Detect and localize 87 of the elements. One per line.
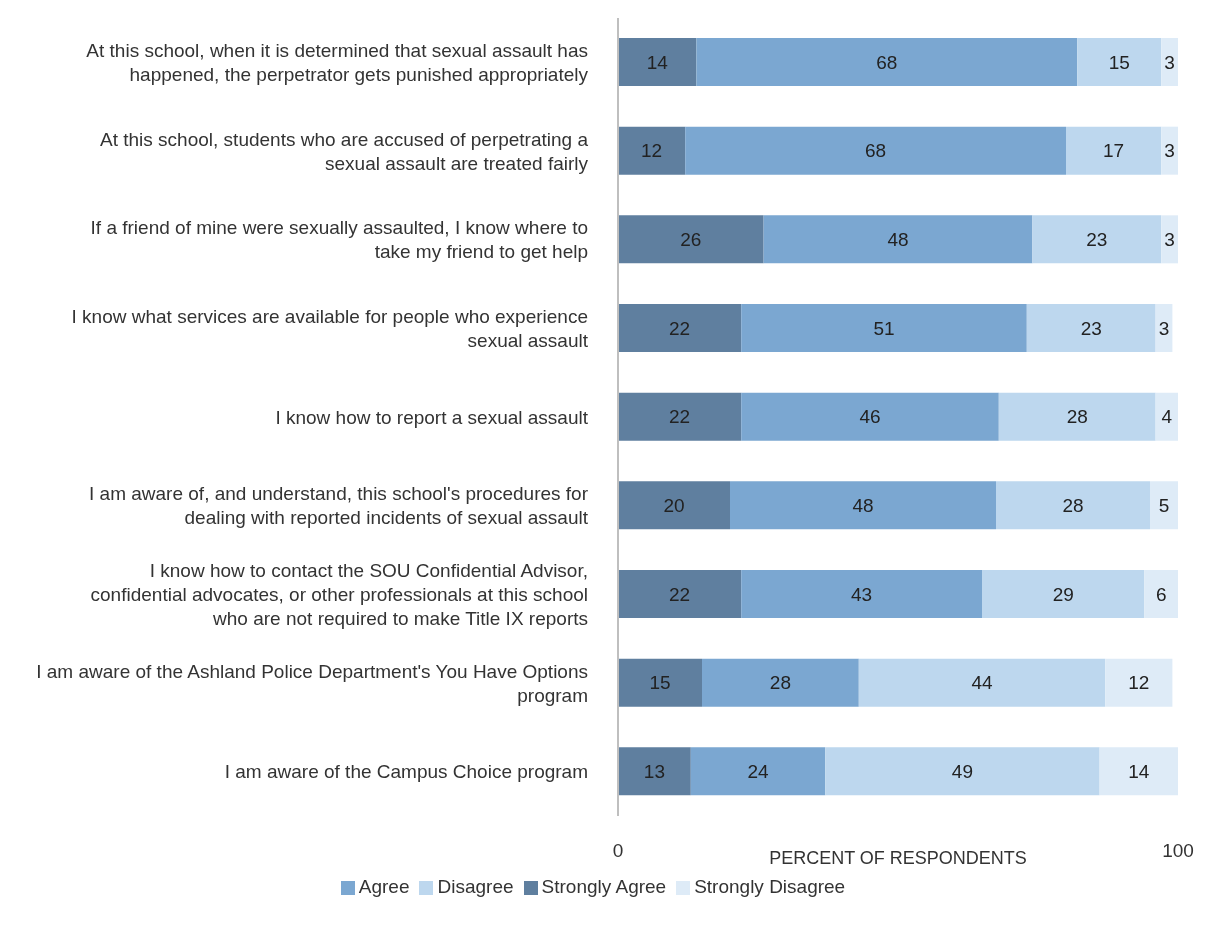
y-tick-label: I am aware of the Campus Choice program — [224, 761, 588, 783]
y-tick-label: At this school, students who are accused of perpetrating a sexual assault are treated fairly — [100, 128, 589, 174]
bar — [618, 304, 742, 352]
data-label: 23 — [1080, 317, 1102, 339]
data-label: 49 — [951, 760, 973, 782]
data-label: 44 — [971, 672, 993, 694]
bar — [1150, 481, 1178, 530]
bar — [618, 38, 697, 86]
data-label: 3 — [1158, 317, 1170, 339]
data-label: 12 — [641, 140, 663, 162]
y-tick-label: I am aware of, and understand, this school's procedures for dealing with reported incidents of sexual assault — [89, 483, 589, 529]
bar — [763, 215, 1033, 264]
bar — [825, 747, 1100, 796]
bar — [685, 126, 1066, 175]
y-tick-label: I know how to report a sexual assault — [275, 406, 589, 428]
data-label: 14 — [1128, 760, 1150, 782]
bar — [1077, 38, 1162, 86]
y-tick-label: At this school, when it is determined that sexual assault has happened, the perpetrator gets punished appropriately — [86, 39, 589, 85]
bar — [696, 38, 1078, 86]
y-tick-label: I know what services are available for people who experience sexual assault — [71, 305, 589, 351]
data-label: 15 — [1108, 51, 1130, 73]
data-label: 3 — [1164, 228, 1175, 250]
data-label: 22 — [669, 583, 691, 605]
bar — [1144, 570, 1178, 618]
bar — [982, 570, 1145, 618]
data-label: 29 — [1052, 583, 1074, 605]
data-label: 51 — [873, 317, 895, 339]
bar — [741, 304, 1027, 352]
y-tick-label: I am aware of the Ashland Police Department's You Have Options program — [36, 660, 588, 706]
data-label: 22 — [669, 317, 691, 339]
bar — [1026, 304, 1156, 352]
data-label: 22 — [669, 406, 691, 428]
bar — [1161, 38, 1178, 86]
legend-label: Strongly Agree — [541, 876, 667, 897]
data-label: 20 — [663, 494, 685, 516]
bar — [618, 126, 686, 175]
data-label: 24 — [747, 760, 769, 782]
data-label: 48 — [852, 494, 874, 516]
bar — [1032, 215, 1162, 264]
legend-label: Strongly Disagree — [694, 876, 846, 897]
data-label: 68 — [876, 51, 898, 73]
bar — [618, 658, 702, 707]
bar — [730, 481, 996, 530]
bar — [1099, 747, 1178, 796]
bar — [618, 747, 691, 796]
x-tick-label: 100 — [1162, 840, 1194, 862]
data-label: 68 — [865, 140, 887, 162]
data-label: 28 — [1062, 494, 1084, 516]
y-tick-label: I know how to contact the SOU Confidential Advisor, confidential advocates, or other professionals at this school who are not required to make Title IX reports — [90, 559, 588, 629]
bar — [858, 658, 1106, 707]
data-label: 12 — [1128, 672, 1150, 694]
data-label: 23 — [1086, 228, 1108, 250]
data-label: 17 — [1103, 140, 1125, 162]
data-label: 14 — [646, 51, 669, 73]
bar — [690, 747, 826, 796]
data-label: 5 — [1158, 494, 1170, 516]
bar — [618, 570, 742, 618]
data-label: 26 — [680, 228, 702, 250]
x-tick-label: 0 — [612, 840, 624, 862]
bar — [618, 392, 742, 441]
data-label: 13 — [643, 760, 665, 782]
data-label: 28 — [769, 672, 791, 694]
data-label: 3 — [1164, 51, 1175, 73]
data-label: 15 — [649, 672, 671, 694]
bar — [741, 392, 999, 441]
data-label: 46 — [859, 406, 881, 428]
bar — [998, 392, 1156, 441]
bar — [996, 481, 1150, 530]
data-label: 43 — [851, 583, 873, 605]
bar — [1105, 658, 1173, 707]
y-tick-label: If a friend of mine were sexually assaulted, I know where to take my friend to get help — [90, 217, 588, 263]
data-label: 6 — [1155, 583, 1167, 605]
bar — [1161, 126, 1178, 175]
x-axis-title: PERCENT OF RESPONDENTS — [769, 848, 1027, 868]
bar — [1066, 126, 1162, 175]
bar — [1155, 392, 1178, 441]
bar — [1161, 215, 1178, 264]
bar — [618, 481, 730, 530]
data-label: 48 — [887, 228, 909, 250]
legend-label: Disagree — [437, 876, 514, 897]
bar — [741, 570, 982, 618]
data-label: 3 — [1164, 140, 1175, 162]
data-label: 28 — [1066, 406, 1088, 428]
legend-label: Agree — [358, 876, 410, 897]
bar — [618, 215, 764, 264]
bar — [702, 658, 859, 707]
data-label: 4 — [1161, 406, 1173, 428]
